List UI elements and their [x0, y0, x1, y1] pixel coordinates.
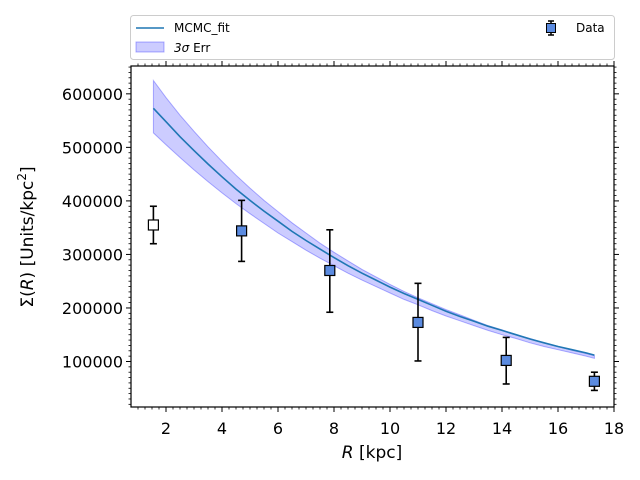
x-tick-label: 18	[604, 419, 624, 438]
data-points	[147, 199, 601, 392]
plot-frame	[130, 65, 615, 408]
data-point-marker	[588, 375, 601, 387]
x-tick-label: 6	[273, 419, 283, 438]
data-point-marker	[324, 264, 336, 277]
y-tick-label: 500000	[62, 138, 123, 157]
axis-ticks: 2 4 6 8 10 12 14 16 18 100000 200000 300000 400000 50…	[62, 61, 624, 438]
legend-data-square	[546, 23, 556, 33]
data-point-marker	[236, 225, 248, 237]
data-point-marker	[412, 316, 424, 329]
legend-fit-label: MCMC_fit	[174, 21, 230, 35]
excluded-point-marker	[147, 219, 159, 231]
band-area	[152, 78, 595, 359]
x-tick-label: 2	[161, 419, 171, 438]
x-tick-label: 10	[380, 419, 400, 438]
legend-frame	[130, 15, 615, 60]
x-tick-label: 14	[492, 419, 512, 438]
fit-line	[152, 107, 595, 356]
x-axis-label: R [kpc]	[342, 443, 402, 463]
legend-err-patch	[135, 41, 165, 53]
y-tick-label: 200000	[62, 299, 123, 318]
y-tick-label: 600000	[62, 85, 123, 104]
legend-err-label: 3σ Err	[174, 41, 210, 55]
error-band	[152, 78, 595, 359]
legend-data-marker	[546, 20, 556, 36]
y-tick-label: 300000	[62, 245, 123, 264]
x-tick-label: 4	[217, 419, 227, 438]
legend-data-label: Data	[576, 21, 605, 35]
y-tick-label: 100000	[62, 352, 123, 371]
data-point-marker	[500, 354, 512, 367]
y-tick-label: 400000	[62, 192, 123, 211]
fit-curve	[152, 107, 595, 356]
x-tick-label: 8	[329, 419, 339, 438]
x-tick-label: 12	[436, 419, 456, 438]
x-tick-label: 16	[548, 419, 568, 438]
legend: MCMC_fit 3σ Err Data	[130, 15, 615, 60]
y-axis-label: Σ(R) [Units/kpc2]	[15, 166, 38, 307]
